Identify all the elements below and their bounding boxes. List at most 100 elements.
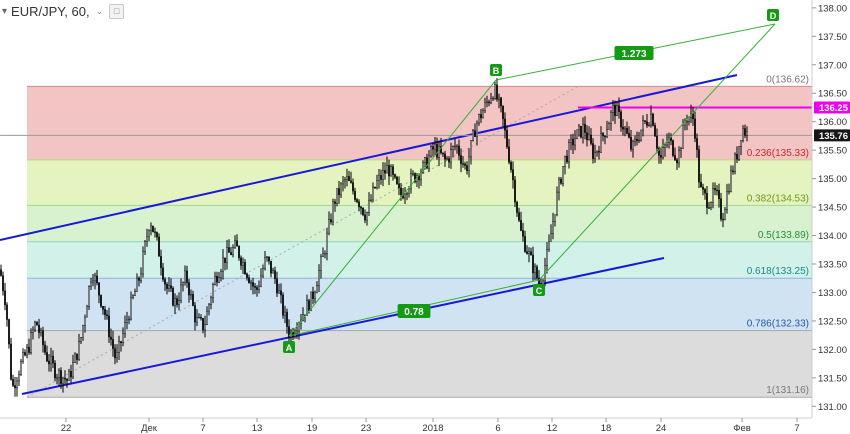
candle-body [654, 125, 656, 137]
box-icon[interactable]: □ [109, 3, 125, 19]
candle-body [54, 362, 56, 379]
candle-body [562, 166, 564, 184]
candle-body [472, 130, 474, 141]
candle-body [18, 374, 20, 382]
candle-body [360, 206, 362, 209]
candle-body [126, 319, 128, 323]
candle-body [72, 362, 74, 378]
candle-body [296, 330, 298, 334]
candle-body [400, 187, 402, 195]
y-tick-label: 136.50 [818, 89, 847, 100]
candle-body [706, 192, 708, 208]
candle-body [104, 309, 106, 316]
candle-body [366, 212, 368, 221]
candle-body [566, 155, 568, 163]
fib-level-label: 0.5(133.89) [758, 230, 809, 241]
candle-body [370, 199, 372, 202]
candle-body [564, 155, 566, 167]
candle-body [468, 156, 470, 171]
x-tick-label: Фев [733, 423, 751, 434]
candle-body [500, 97, 502, 107]
candle-body [232, 247, 234, 255]
candle-body [718, 190, 720, 199]
candle-body [640, 129, 642, 141]
candle-body [24, 352, 26, 356]
fib-level-label: 1(131.16) [766, 385, 809, 396]
candle-body [394, 174, 396, 178]
candle-body [710, 202, 712, 208]
candle-body [148, 230, 150, 238]
candle-body [78, 341, 80, 360]
candle-body [228, 247, 230, 253]
candle-body [434, 144, 436, 150]
candle-body [546, 249, 548, 266]
fib-level-label: 0.236(135.33) [747, 148, 809, 159]
candle-body [312, 291, 314, 299]
candle-body [470, 140, 472, 158]
candle-body [262, 268, 264, 277]
candle-body [372, 186, 374, 201]
candle-body [140, 273, 142, 281]
candle-body [592, 143, 594, 159]
candle-body [136, 277, 138, 292]
candle-body [596, 150, 598, 154]
candle-body [494, 84, 496, 99]
candle-body [352, 182, 354, 192]
candle-body [598, 150, 600, 153]
candle-body [14, 385, 16, 389]
candle-body [176, 298, 178, 305]
candle-body [404, 194, 406, 199]
candle-body [2, 275, 4, 292]
x-tick-label: 12 [547, 423, 558, 434]
candle-body [650, 113, 652, 126]
candle-body [356, 199, 358, 203]
candle-body [696, 138, 698, 150]
candle-body [444, 153, 446, 160]
candle-body [728, 190, 730, 193]
collapse-icon[interactable]: ▾ [2, 5, 8, 17]
candle-body [114, 348, 116, 359]
candle-body [662, 147, 664, 158]
candle-body [90, 281, 92, 287]
wave-marker-label: A [286, 343, 293, 353]
candle-body [384, 170, 386, 174]
candle-body [522, 230, 524, 237]
candle-body [698, 149, 700, 183]
candle-body [382, 170, 384, 180]
candle-body [146, 236, 148, 242]
candle-body [344, 179, 346, 182]
candle-body [512, 169, 514, 181]
candle-body [62, 377, 64, 384]
candle-body [288, 326, 290, 338]
candle-body [196, 317, 198, 323]
candle-body [528, 251, 530, 254]
candle-body [130, 297, 132, 320]
candle-body [286, 311, 288, 327]
candle-body [716, 189, 718, 192]
candle-body [744, 128, 746, 136]
candle-body [82, 325, 84, 338]
candle-body [144, 241, 146, 253]
candle-body [192, 294, 194, 306]
candle-body [740, 140, 742, 147]
dropdown-caret-icon[interactable]: ⌄ [95, 5, 104, 16]
candle-body [160, 256, 162, 269]
candle-body [486, 101, 488, 103]
candle-body [252, 282, 254, 287]
candle-body [520, 219, 522, 231]
candle-body [700, 181, 702, 188]
candle-body [646, 121, 648, 126]
candle-body [746, 131, 748, 136]
candle-body [30, 332, 32, 353]
candle-body [614, 104, 616, 117]
candle-body [346, 176, 348, 180]
candle-body [206, 310, 208, 325]
candle-body [524, 236, 526, 252]
candle-body [292, 331, 294, 337]
candle-body [180, 284, 182, 301]
candle-body [328, 219, 330, 234]
wave-marker-label: B [493, 66, 500, 76]
candle-body [396, 176, 398, 185]
